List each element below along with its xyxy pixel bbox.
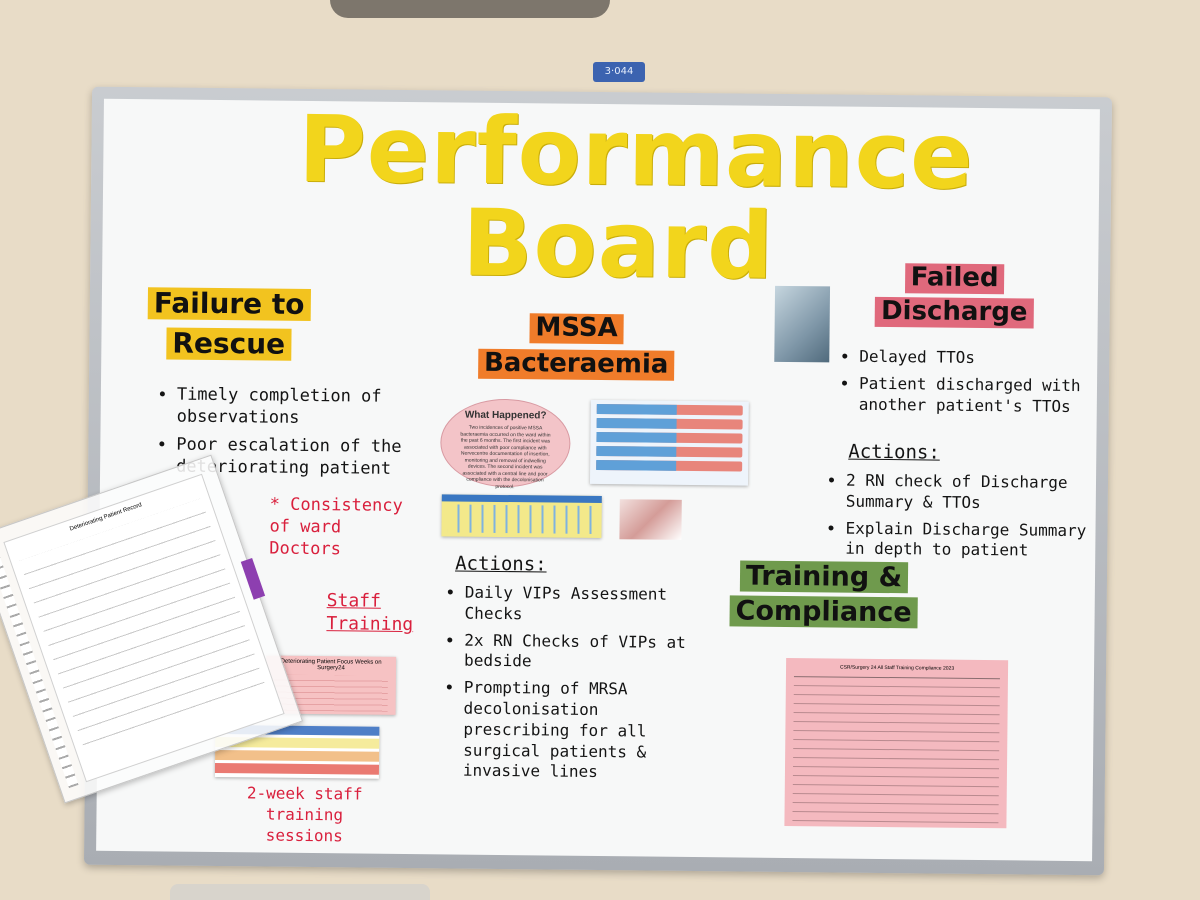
steps-row bbox=[596, 431, 743, 444]
mssa-heading: MSSA Bacteraemia bbox=[451, 312, 702, 381]
failed-discharge-heading: Failed Discharge bbox=[852, 262, 1058, 329]
whiteboard: Performance Board Failure to Rescue Time… bbox=[96, 95, 1100, 862]
mssa-action: Prompting of MRSA decolonisation prescri… bbox=[463, 678, 694, 784]
mssa-heading-line1: MSSA bbox=[529, 312, 624, 345]
discharge-bullet: Patient discharged with another patient'… bbox=[859, 374, 1099, 418]
discharge-actions-heading: Actions: bbox=[848, 440, 940, 464]
board-title-line2: Board bbox=[461, 189, 775, 300]
discharge-bullet: Delayed TTOs bbox=[859, 347, 1099, 370]
training-sheet-table bbox=[792, 676, 1000, 824]
discharge-action: 2 RN check of Discharge Summary & TTOs bbox=[846, 471, 1106, 515]
training-heading-line1: Training & bbox=[739, 560, 909, 594]
failure-to-rescue-heading: Failure to Rescue bbox=[147, 286, 311, 362]
steps-row bbox=[596, 417, 743, 430]
what-happened-title: What Happened? bbox=[464, 409, 547, 422]
wall-object-bottom bbox=[170, 884, 430, 900]
infection-steps-card bbox=[589, 399, 749, 486]
training-compliance-sheet: CSR/Surgery 24 All Staff Training Compli… bbox=[784, 657, 1009, 829]
mssa-heading-line2: Bacteraemia bbox=[477, 348, 675, 381]
failure-heading-line2: Rescue bbox=[166, 327, 292, 362]
board-title-line1: Performance bbox=[297, 95, 975, 210]
discharge-bullets: Delayed TTOs Patient discharged with ano… bbox=[841, 347, 1100, 424]
discharge-heading-line1: Failed bbox=[904, 262, 1005, 295]
staff-training-note: Staff Training bbox=[326, 590, 414, 636]
discharge-actions: 2 RN check of Discharge Summary & TTOs E… bbox=[827, 470, 1106, 568]
steps-row bbox=[596, 445, 743, 458]
failure-heading-line1: Failure to bbox=[147, 286, 311, 322]
wall-object-top bbox=[330, 0, 610, 18]
vip-chart-header bbox=[441, 494, 602, 504]
failure-bullet: Timely completion of observations bbox=[177, 384, 417, 431]
steps-row bbox=[596, 459, 743, 472]
mssa-actions-heading: Actions: bbox=[455, 552, 547, 576]
mssa-action: 2x RN Checks of VIPs at bedside bbox=[464, 630, 694, 674]
what-happened-oval: What Happened? Two incidences of positiv… bbox=[439, 398, 571, 490]
what-happened-text: Two incidences of positive MSSA bacterae… bbox=[460, 424, 551, 490]
discharge-action: Explain Discharge Summary in depth to pa… bbox=[845, 518, 1105, 562]
training-heading: Training & Compliance bbox=[708, 560, 939, 629]
news-card-row bbox=[214, 763, 380, 775]
discharge-heading-line2: Discharge bbox=[874, 296, 1034, 329]
vip-score-chart bbox=[441, 494, 602, 539]
training-sessions-note: 2-week staff training sessions bbox=[246, 783, 363, 845]
wall-number-tag: 3·044 bbox=[593, 62, 645, 82]
cannula-photo bbox=[619, 499, 682, 540]
consistency-note: * Consistency of ward Doctors bbox=[269, 494, 403, 560]
steps-row bbox=[596, 403, 743, 416]
news-card-row bbox=[215, 750, 380, 762]
whiteboard-frame: Performance Board Failure to Rescue Time… bbox=[83, 86, 1113, 876]
mssa-actions: Daily VIPs Assessment Checks 2x RN Check… bbox=[445, 582, 695, 790]
vip-chart-grid bbox=[447, 504, 596, 534]
mssa-action: Daily VIPs Assessment Checks bbox=[464, 583, 694, 627]
training-sheet-title: CSR/Surgery 24 All Staff Training Compli… bbox=[839, 664, 955, 672]
training-heading-line2: Compliance bbox=[729, 595, 918, 629]
staff-photo bbox=[774, 285, 831, 363]
